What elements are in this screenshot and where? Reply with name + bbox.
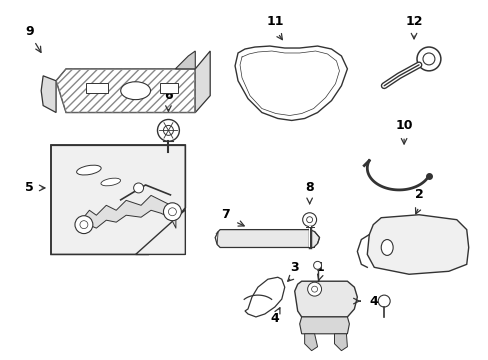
Circle shape bbox=[163, 203, 181, 221]
Ellipse shape bbox=[381, 239, 392, 255]
Polygon shape bbox=[56, 69, 195, 113]
Text: 6: 6 bbox=[164, 89, 172, 102]
Bar bbox=[86, 83, 107, 93]
Polygon shape bbox=[135, 210, 185, 255]
Polygon shape bbox=[41, 76, 56, 113]
Circle shape bbox=[422, 53, 434, 65]
Polygon shape bbox=[175, 51, 195, 69]
Text: 11: 11 bbox=[265, 15, 283, 28]
Text: 10: 10 bbox=[394, 119, 412, 132]
Text: 9: 9 bbox=[25, 24, 34, 38]
Polygon shape bbox=[366, 215, 468, 274]
Text: 4: 4 bbox=[369, 294, 378, 307]
Text: 4: 4 bbox=[270, 312, 279, 325]
Text: 8: 8 bbox=[305, 181, 313, 194]
Text: 2: 2 bbox=[414, 188, 423, 201]
Circle shape bbox=[377, 295, 389, 307]
Circle shape bbox=[416, 47, 440, 71]
Text: 5: 5 bbox=[25, 181, 34, 194]
Polygon shape bbox=[244, 277, 284, 317]
Circle shape bbox=[133, 183, 143, 193]
Polygon shape bbox=[195, 51, 210, 113]
Circle shape bbox=[306, 217, 312, 223]
Text: 7: 7 bbox=[220, 208, 229, 221]
Polygon shape bbox=[51, 145, 185, 255]
Circle shape bbox=[168, 208, 176, 216]
Circle shape bbox=[80, 221, 88, 229]
Circle shape bbox=[302, 213, 316, 227]
Bar bbox=[160, 83, 178, 93]
Polygon shape bbox=[215, 230, 319, 247]
Text: 1: 1 bbox=[315, 261, 323, 274]
Circle shape bbox=[313, 261, 321, 269]
Circle shape bbox=[311, 286, 317, 292]
Polygon shape bbox=[51, 145, 185, 255]
Circle shape bbox=[157, 120, 179, 141]
Text: 3: 3 bbox=[290, 261, 299, 274]
Ellipse shape bbox=[77, 165, 101, 175]
Ellipse shape bbox=[101, 178, 121, 186]
Polygon shape bbox=[235, 46, 346, 121]
Polygon shape bbox=[294, 281, 357, 317]
Circle shape bbox=[307, 282, 321, 296]
Circle shape bbox=[75, 216, 93, 234]
Polygon shape bbox=[304, 334, 317, 351]
Polygon shape bbox=[299, 317, 349, 334]
Text: 12: 12 bbox=[405, 15, 422, 28]
Polygon shape bbox=[334, 334, 346, 351]
Ellipse shape bbox=[121, 82, 150, 100]
Circle shape bbox=[163, 125, 173, 135]
